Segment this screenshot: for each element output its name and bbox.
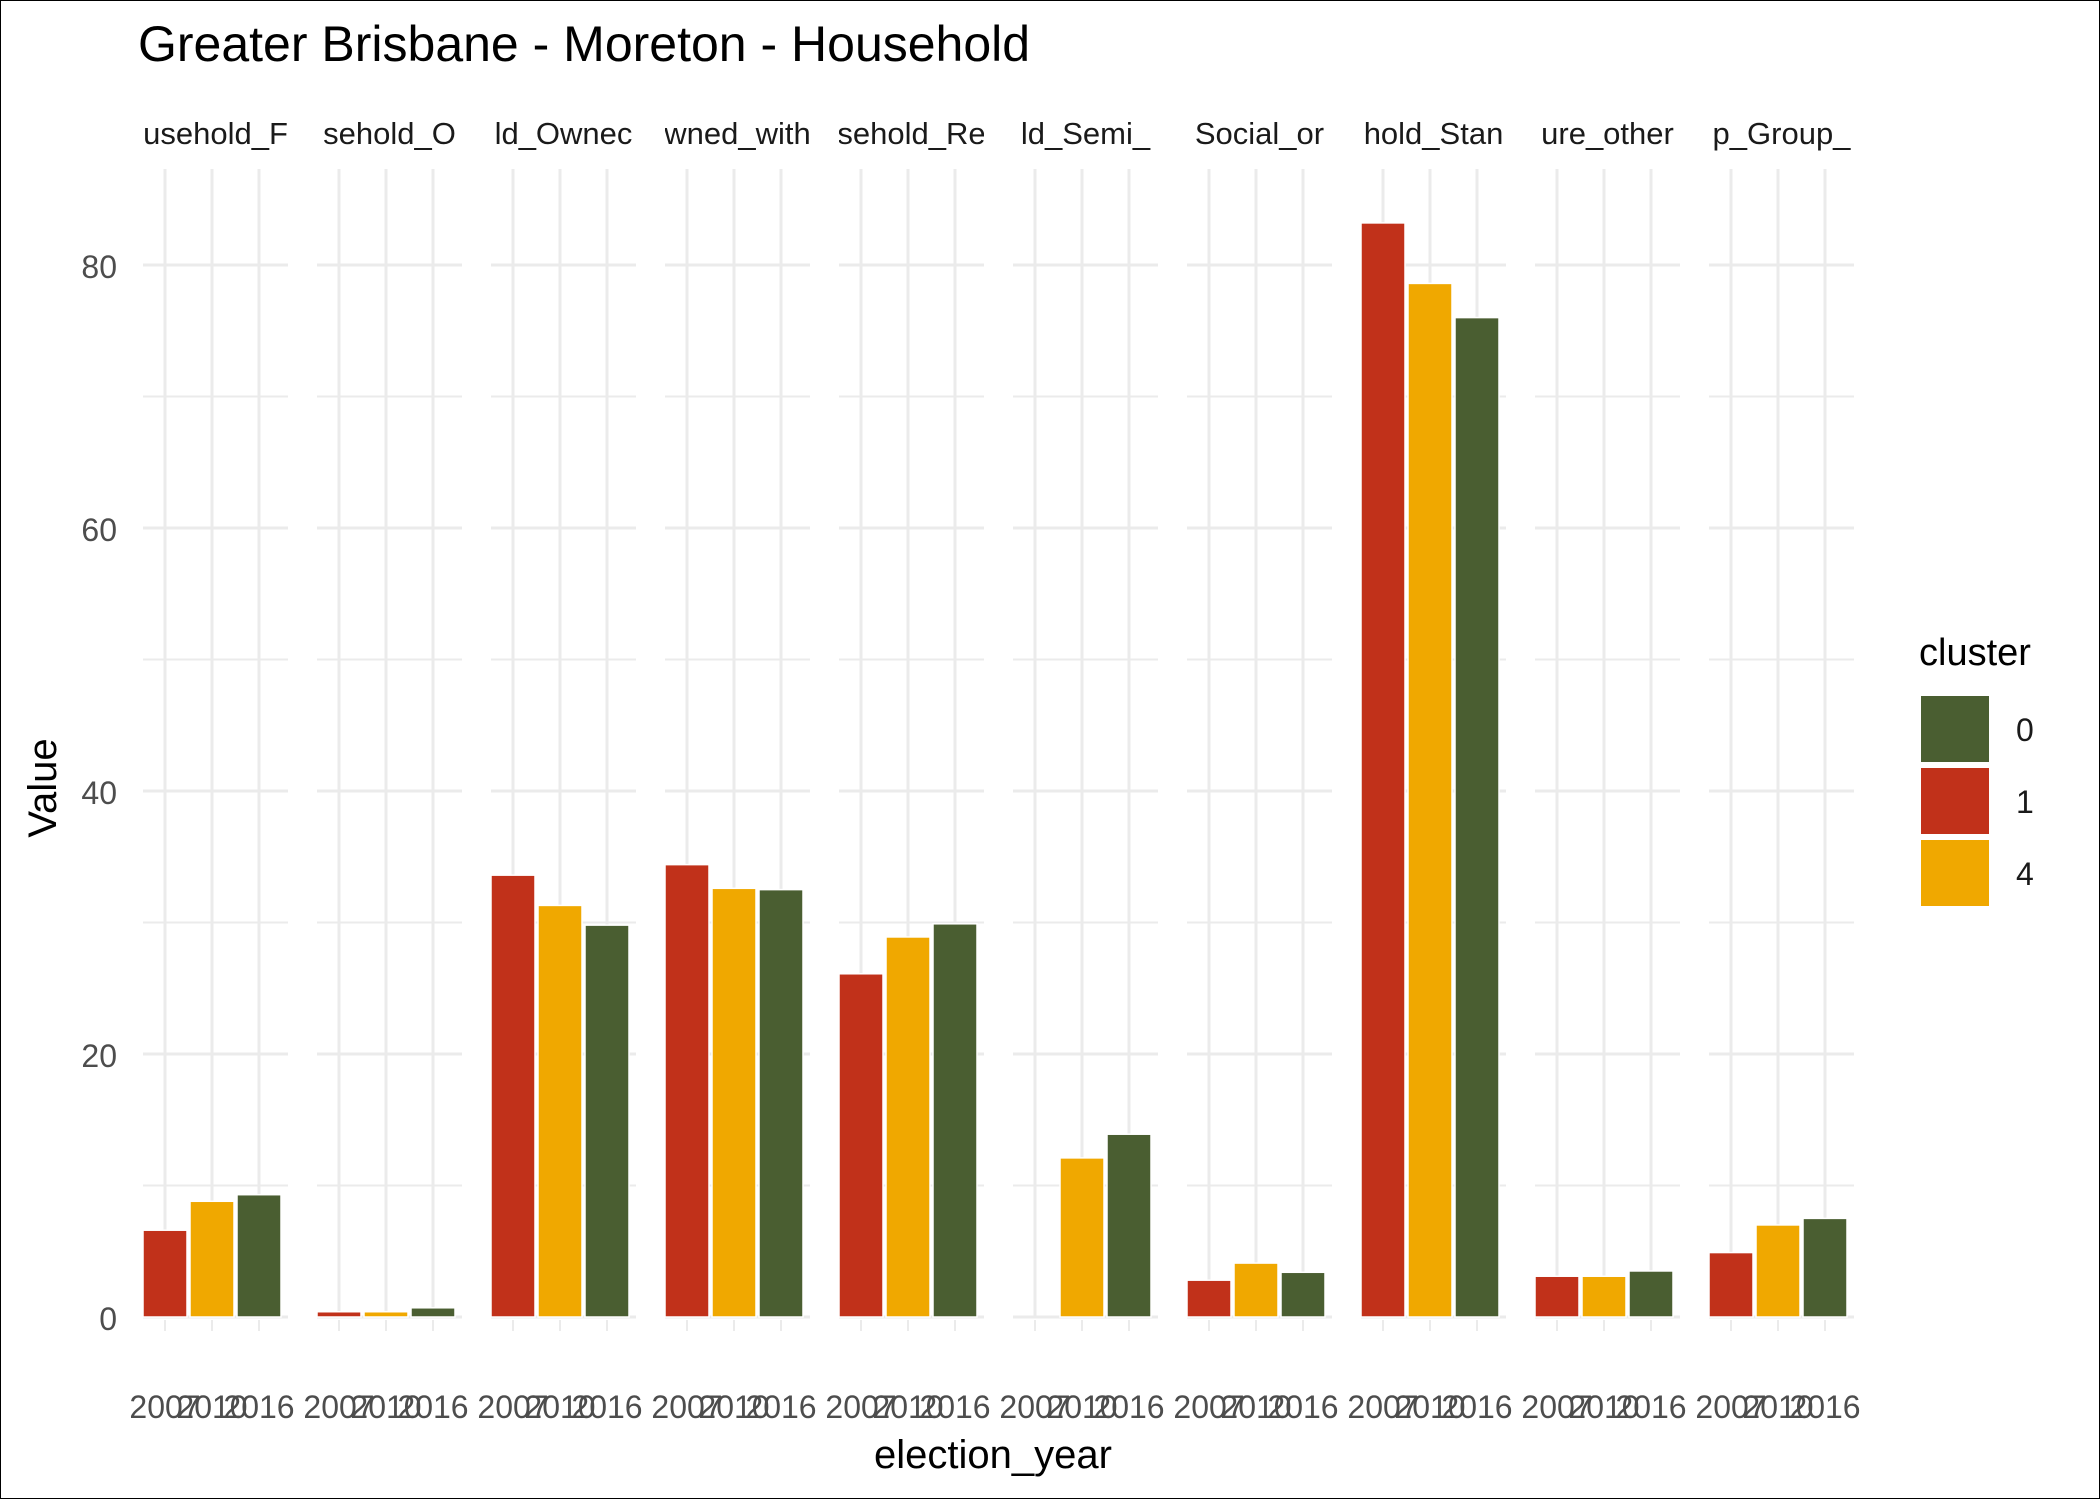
legend-key <box>1919 838 1991 908</box>
y-tick-label: 80 <box>81 249 117 285</box>
legend-key <box>1919 766 1991 836</box>
x-tick-label: 2010 <box>1568 1389 1639 1425</box>
bar <box>885 936 931 1318</box>
x-tick-label: 2010 <box>872 1389 943 1425</box>
x-tick-label: 2007 <box>825 1389 896 1425</box>
facet-strip-label: usehold_F <box>143 116 288 151</box>
facet-strip-label: ld_Ownec <box>495 116 633 151</box>
bar <box>1186 1279 1232 1318</box>
axis-layer: 020406080usehold_F200720102016sehold_O20… <box>81 116 1860 1425</box>
legend-title: cluster <box>1919 632 2031 674</box>
facet-strip-label: ld_Semi_ <box>1021 116 1151 151</box>
bar <box>316 1310 362 1318</box>
y-tick-label: 40 <box>81 775 117 811</box>
legend-key <box>1919 694 1991 764</box>
legend-label: 0 <box>2016 712 2034 748</box>
x-tick-label: 2007 <box>129 1389 200 1425</box>
bar <box>1280 1271 1326 1318</box>
facet-strip-label: sehold_Re <box>837 116 985 151</box>
x-tick-label: 2007 <box>999 1389 1070 1425</box>
y-tick-label: 20 <box>81 1038 117 1074</box>
bar <box>363 1310 409 1318</box>
bar <box>758 888 804 1318</box>
x-tick-label: 2010 <box>1742 1389 1813 1425</box>
bar <box>1454 316 1500 1318</box>
chart-title: Greater Brisbane - Moreton - Household <box>138 16 1030 72</box>
bar <box>584 924 630 1318</box>
bar <box>1360 222 1406 1318</box>
x-tick-label: 2007 <box>303 1389 374 1425</box>
x-tick-label: 2016 <box>571 1389 642 1425</box>
x-tick-label: 2007 <box>477 1389 548 1425</box>
x-tick-label: 2016 <box>1615 1389 1686 1425</box>
y-axis-title: Value <box>21 738 65 837</box>
x-tick-label: 2007 <box>1173 1389 1244 1425</box>
facet-strip-label: wned_with <box>663 116 810 151</box>
bar-layer <box>142 222 1848 1318</box>
bar <box>1106 1133 1152 1318</box>
x-tick-label: 2010 <box>1220 1389 1291 1425</box>
facet-strip-label: p_Group_ <box>1713 116 1852 151</box>
x-tick-label: 2007 <box>1695 1389 1766 1425</box>
x-tick-label: 2016 <box>745 1389 816 1425</box>
y-tick-label: 60 <box>81 512 117 548</box>
x-tick-label: 2010 <box>350 1389 421 1425</box>
x-tick-label: 2016 <box>397 1389 468 1425</box>
x-tick-label: 2010 <box>524 1389 595 1425</box>
bar <box>1802 1217 1848 1318</box>
bar <box>711 887 757 1318</box>
x-tick-label: 2007 <box>1521 1389 1592 1425</box>
x-tick-label: 2016 <box>1267 1389 1338 1425</box>
facet-strip-label: sehold_O <box>323 116 456 151</box>
bar <box>189 1200 235 1318</box>
bar <box>142 1229 188 1318</box>
bar <box>410 1307 456 1318</box>
x-tick-label: 2016 <box>223 1389 294 1425</box>
x-axis-title: election_year <box>874 1433 1112 1477</box>
bar <box>838 973 884 1318</box>
bar <box>1233 1262 1279 1318</box>
bar <box>1628 1270 1674 1318</box>
bar <box>664 863 710 1318</box>
x-tick-label: 2016 <box>1441 1389 1512 1425</box>
bar <box>537 904 583 1318</box>
bar <box>236 1193 282 1318</box>
bar <box>1534 1275 1580 1318</box>
y-tick-label: 0 <box>99 1301 117 1337</box>
x-tick-label: 2016 <box>1789 1389 1860 1425</box>
x-tick-label: 2010 <box>176 1389 247 1425</box>
legend: cluster 0 1 4 <box>1919 632 2034 908</box>
x-tick-label: 2016 <box>919 1389 990 1425</box>
x-tick-label: 2007 <box>1347 1389 1418 1425</box>
x-tick-label: 2007 <box>651 1389 722 1425</box>
facet-strip-label: hold_Stan <box>1364 116 1504 151</box>
bar <box>1407 282 1453 1318</box>
x-tick-label: 2010 <box>1394 1389 1465 1425</box>
facet-strip-label: ure_other <box>1541 116 1674 151</box>
bar <box>1708 1251 1754 1318</box>
bar <box>932 923 978 1318</box>
bar <box>1581 1275 1627 1318</box>
x-tick-label: 2010 <box>698 1389 769 1425</box>
bar <box>490 874 536 1318</box>
grid-layer <box>143 169 1854 1319</box>
facet-strip-label: Social_or <box>1195 116 1324 151</box>
bar <box>1755 1224 1801 1318</box>
x-tick-label: 2016 <box>1093 1389 1164 1425</box>
x-tick-label: 2010 <box>1046 1389 1117 1425</box>
bar <box>1059 1157 1105 1318</box>
legend-label: 4 <box>2016 856 2034 892</box>
legend-label: 1 <box>2016 784 2034 820</box>
